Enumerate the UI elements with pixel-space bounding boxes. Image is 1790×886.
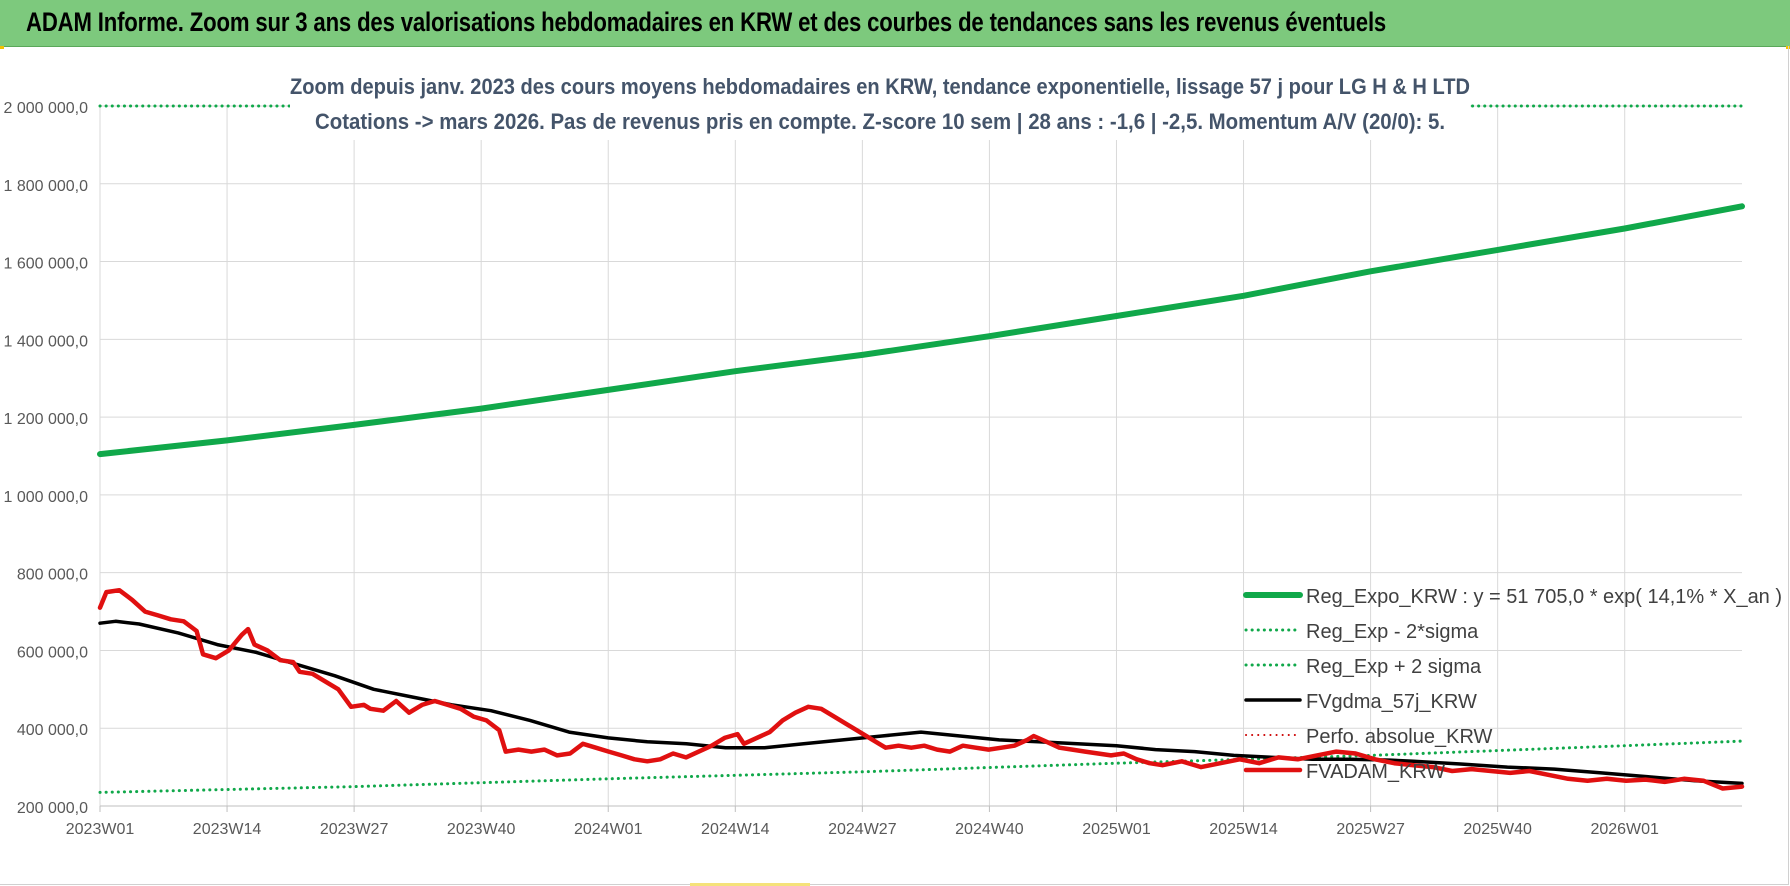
chart-title: Zoom depuis janv. 2023 des cours moyens … bbox=[290, 74, 1470, 99]
y-axis: 200 000,0 400 000,0 600 000,0 800 000,0 1 00… bbox=[3, 100, 88, 817]
y-tick-label: 200 000,0 bbox=[17, 800, 88, 817]
y-tick-label: 1 400 000,0 bbox=[3, 333, 88, 350]
legend-label-4: Perfo. absolue_KRW bbox=[1306, 726, 1493, 748]
banner-accent-left bbox=[0, 46, 4, 49]
title-background bbox=[290, 64, 1470, 140]
legend-label-0: Reg_Expo_KRW : y = 51 705,0 * exp( 14,1%… bbox=[1306, 586, 1782, 608]
x-tick-label: 2023W27 bbox=[320, 821, 389, 838]
x-tick-label: 2023W01 bbox=[66, 821, 135, 838]
x-tick-label: 2024W27 bbox=[828, 821, 897, 838]
legend-label-5: FVADAM_KRW bbox=[1306, 761, 1445, 783]
series-line-5 bbox=[97, 587, 1745, 791]
bottom-accent bbox=[690, 883, 810, 886]
x-tick-label: 2024W01 bbox=[574, 821, 643, 838]
x-tick-label: 2026W01 bbox=[1590, 821, 1659, 838]
title-banner: ADAM Informe. Zoom sur 3 ans des valoris… bbox=[0, 0, 1790, 47]
x-tick-label: 2024W40 bbox=[955, 821, 1024, 838]
x-tick-label: 2025W27 bbox=[1336, 821, 1405, 838]
x-tick-label: 2025W14 bbox=[1209, 821, 1278, 838]
y-tick-label: 800 000,0 bbox=[17, 567, 88, 584]
legend-label-2: Reg_Exp + 2 sigma bbox=[1306, 656, 1482, 678]
y-tick-label: 400 000,0 bbox=[17, 722, 88, 739]
y-tick-label: 2 000 000,0 bbox=[3, 100, 88, 117]
y-tick-label: 1 000 000,0 bbox=[3, 489, 88, 506]
y-tick-label: 600 000,0 bbox=[17, 644, 88, 661]
chart-subtitle: Cotations -> mars 2026. Pas de revenus p… bbox=[315, 109, 1445, 134]
x-tick-label: 2024W14 bbox=[701, 821, 770, 838]
x-tick-label: 2023W14 bbox=[193, 821, 262, 838]
legend: Reg_Expo_KRW : y = 51 705,0 * exp( 14,1%… bbox=[1243, 586, 1782, 783]
report-title: ADAM Informe. Zoom sur 3 ans des valoris… bbox=[26, 7, 1387, 37]
x-tick-label: 2023W40 bbox=[447, 821, 516, 838]
legend-label-3: FVgdma_57j_KRW bbox=[1306, 691, 1477, 713]
y-tick-label: 1 800 000,0 bbox=[3, 178, 88, 195]
legend-label-1: Reg_Exp - 2*sigma bbox=[1306, 621, 1479, 643]
series-line-0 bbox=[97, 203, 1745, 458]
series-line-3 bbox=[98, 619, 1744, 786]
chart-titles: Zoom depuis janv. 2023 des cours moyens … bbox=[290, 64, 1470, 140]
y-tick-label: 1 200 000,0 bbox=[3, 411, 88, 428]
chart-frame bbox=[0, 46, 1789, 885]
x-tick-label: 2025W01 bbox=[1082, 821, 1151, 838]
y-tick-label: 1 600 000,0 bbox=[3, 256, 88, 273]
x-axis: 2023W01 2023W14 2023W27 2023W40 2024W01 2024W… bbox=[66, 821, 1659, 838]
series-line-1 bbox=[98, 739, 1744, 794]
x-tick-label: 2025W40 bbox=[1463, 821, 1532, 838]
